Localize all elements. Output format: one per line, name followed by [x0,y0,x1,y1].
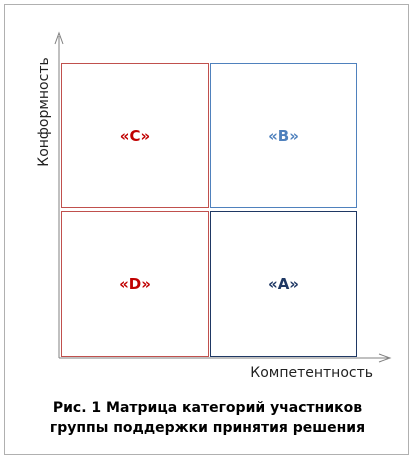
quadrant-c: «C» [61,63,209,208]
figure-frame [4,4,409,455]
x-axis-label: Компетентность [250,365,373,381]
quadrant-a-label: «A» [268,275,299,293]
figure-caption: Рис. 1 Матрица категорий участников груп… [0,398,415,438]
caption-line-1: Рис. 1 Матрица категорий участников [52,400,363,416]
x-axis-arrowhead [378,353,392,363]
quadrant-b: «B» [210,63,357,208]
quadrant-d: «D» [61,211,209,357]
quadrant-a: «A» [210,211,357,357]
y-axis-label: Конформность [36,57,52,167]
quadrant-c-label: «C» [119,126,151,145]
y-axis-arrowhead [54,31,64,45]
caption-line-2: группы поддержки принятия решения [49,420,366,436]
quadrant-d-label: «D» [119,275,151,293]
quadrant-b-label: «B» [268,126,299,145]
